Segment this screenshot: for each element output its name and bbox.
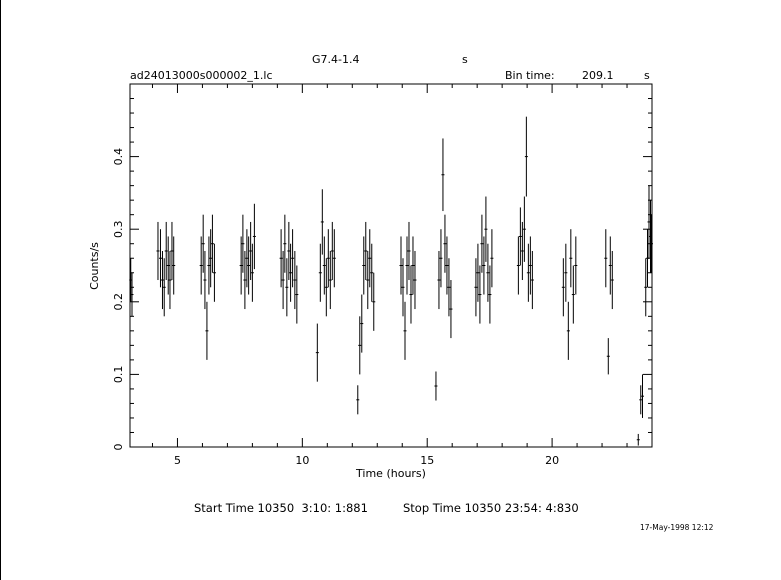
data-points [129, 116, 654, 446]
y-tick-label: 0 [112, 444, 125, 451]
x-tick-label: 5 [174, 454, 181, 467]
x-tick-label: 10 [295, 454, 309, 467]
y-tick-label: 0.4 [112, 148, 125, 166]
plot-title: G7.4-1.4 [312, 53, 360, 66]
bin-time-value: 209.1 [582, 69, 614, 82]
start-time-text: Start Time 10350 3:10: 1:881 [194, 501, 368, 515]
x-tick-label: 15 [420, 454, 434, 467]
y-tick-label: 0.1 [112, 366, 125, 384]
file-name-label: ad24013000s000002_1.lc [130, 69, 273, 82]
bin-time-label: Bin time: [505, 69, 555, 82]
x-axis-label: Time (hours) [355, 467, 426, 480]
x-axis-ticks: 5 10 15 20 [151, 84, 628, 467]
y-tick-label: 0.3 [112, 220, 125, 238]
title-unit: s [462, 53, 468, 66]
x-tick-label: 20 [545, 454, 559, 467]
y-tick-label: 0.2 [112, 293, 125, 311]
y-axis-label: Counts/s [88, 242, 101, 290]
y-axis-ticks: 0 0.1 0.2 0.3 0.4 [112, 98, 652, 451]
bin-time-unit: s [644, 69, 650, 82]
date-stamp: 17-May-1998 12:12 [640, 523, 714, 532]
stop-time-text: Stop Time 10350 23:54: 4:830 [403, 501, 579, 515]
